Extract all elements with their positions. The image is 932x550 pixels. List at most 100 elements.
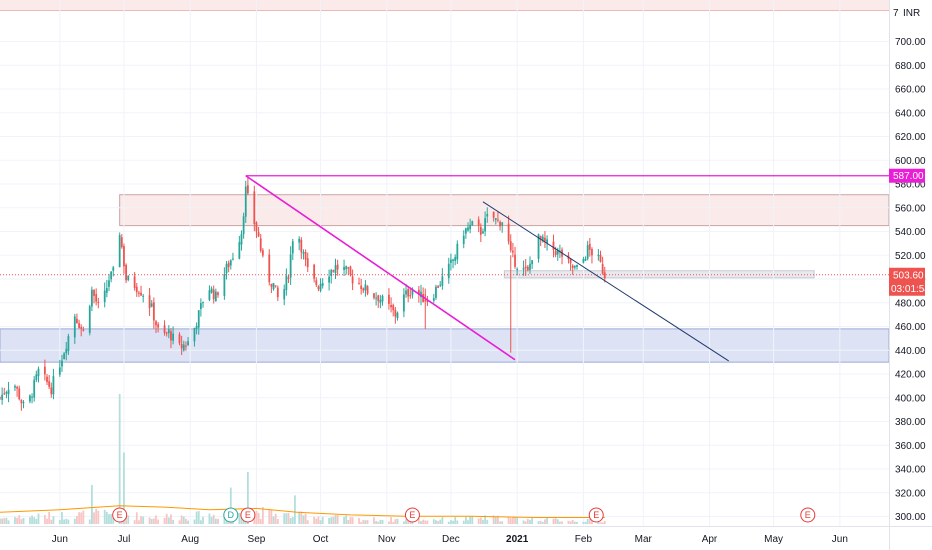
volume-bar: [511, 516, 514, 524]
volume-bar: [306, 520, 309, 524]
volume-bar: [526, 518, 529, 524]
falling-navy-trendline[interactable]: [482, 201, 729, 362]
volume-bar: [142, 516, 145, 524]
x-tick-label: Jun: [832, 534, 848, 545]
candle-body: [417, 289, 420, 295]
volume-bar: [422, 519, 425, 524]
volume-bar: [78, 512, 80, 524]
candle-body: [319, 283, 322, 291]
y-tick-label: 600.00: [895, 156, 926, 167]
candle-body: [366, 286, 369, 294]
volume-bar: [291, 517, 294, 524]
y-tick-label: 380.00: [895, 417, 926, 428]
x-tick-label: Dec: [442, 534, 460, 545]
event-marker-earnings[interactable]: [800, 507, 816, 523]
y-top-tick-label: 7: [893, 8, 899, 19]
candle-body: [537, 234, 540, 259]
event-marker-dividend[interactable]: [223, 507, 239, 523]
volume-bar: [336, 515, 339, 524]
candle-body: [270, 283, 273, 287]
event-marker-earnings[interactable]: [240, 507, 256, 523]
candle-body: [328, 276, 331, 283]
volume-bar: [432, 519, 435, 524]
falling-magenta-trendline[interactable]: [245, 175, 516, 361]
candle-body: [246, 185, 249, 194]
volume-bar: [152, 518, 155, 524]
volume-bar: [516, 517, 519, 524]
candle-body: [411, 289, 414, 295]
candle-body: [182, 344, 185, 351]
candle-body: [529, 263, 531, 270]
volume-bar: [80, 512, 83, 524]
candle-body: [467, 227, 469, 231]
candle-body: [336, 264, 339, 270]
volume-bar: [571, 519, 574, 524]
candle-body: [105, 288, 108, 293]
volume-bar: [454, 517, 457, 524]
volume-bar: [358, 518, 360, 524]
volume-bar: [321, 516, 324, 524]
x-tick-label: Apr: [702, 534, 718, 545]
candle-body: [603, 272, 606, 279]
candle-body: [140, 292, 142, 296]
candle-body: [76, 318, 78, 324]
volume-bar: [5, 517, 8, 524]
candle-body: [225, 264, 228, 274]
volume-bar: [7, 520, 10, 524]
volume-bar: [439, 519, 442, 524]
candle-body: [217, 292, 219, 296]
support-zone[interactable]: [0, 328, 890, 363]
candle-body: [494, 218, 497, 220]
event-marker-earnings[interactable]: [588, 507, 604, 523]
volume-bar: [529, 520, 531, 524]
event-marker-earnings[interactable]: [112, 507, 128, 523]
volume-bar: [272, 516, 275, 524]
candle-body: [135, 286, 138, 293]
volume-bar: [259, 518, 262, 524]
y-tick-label: 580.00: [895, 180, 926, 191]
candle-body: [276, 287, 279, 298]
candle-body: [435, 286, 437, 298]
candle-body: [272, 283, 275, 290]
volume-bar: [140, 516, 142, 524]
event-marker-earnings[interactable]: [404, 507, 420, 523]
volume-bar: [343, 516, 345, 524]
volume-bar: [210, 516, 213, 524]
volume-bar: [105, 511, 108, 524]
x-tick-label: Mar: [635, 534, 653, 545]
volume-bar: [509, 518, 512, 524]
volume-bar: [133, 520, 136, 524]
candle-body: [0, 397, 1, 399]
volume-bar: [274, 513, 277, 524]
volume-bar: [351, 517, 354, 524]
candle-body: [441, 276, 444, 286]
candle-body: [422, 294, 425, 303]
volume-bar: [373, 517, 375, 524]
y-tick-label: 520.00: [895, 251, 926, 262]
candle-body: [349, 266, 352, 275]
candle-body: [402, 294, 405, 312]
volume-bar: [544, 519, 546, 524]
candle-body: [63, 353, 66, 360]
volume-bar: [165, 513, 168, 524]
volume-bar: [29, 517, 31, 524]
event-marker-letter: E: [593, 510, 599, 520]
candle-body: [409, 295, 412, 297]
volume-bar: [392, 521, 395, 524]
volume-bar: [33, 517, 36, 524]
candle-body: [7, 389, 10, 395]
candle-body: [97, 302, 100, 304]
candle-body: [347, 267, 350, 269]
candle-body: [304, 251, 307, 260]
volume-bar: [67, 519, 70, 524]
volume-bar: [584, 521, 587, 524]
consolidation-zone[interactable]: [503, 270, 815, 279]
volume-bar: [193, 519, 196, 524]
x-tick-label: Feb: [575, 534, 593, 545]
candle-body: [315, 280, 318, 285]
y-tick-label: 480.00: [895, 298, 926, 309]
volume-bar: [217, 518, 219, 524]
candle-body: [127, 275, 130, 280]
volume-bar: [58, 520, 61, 524]
